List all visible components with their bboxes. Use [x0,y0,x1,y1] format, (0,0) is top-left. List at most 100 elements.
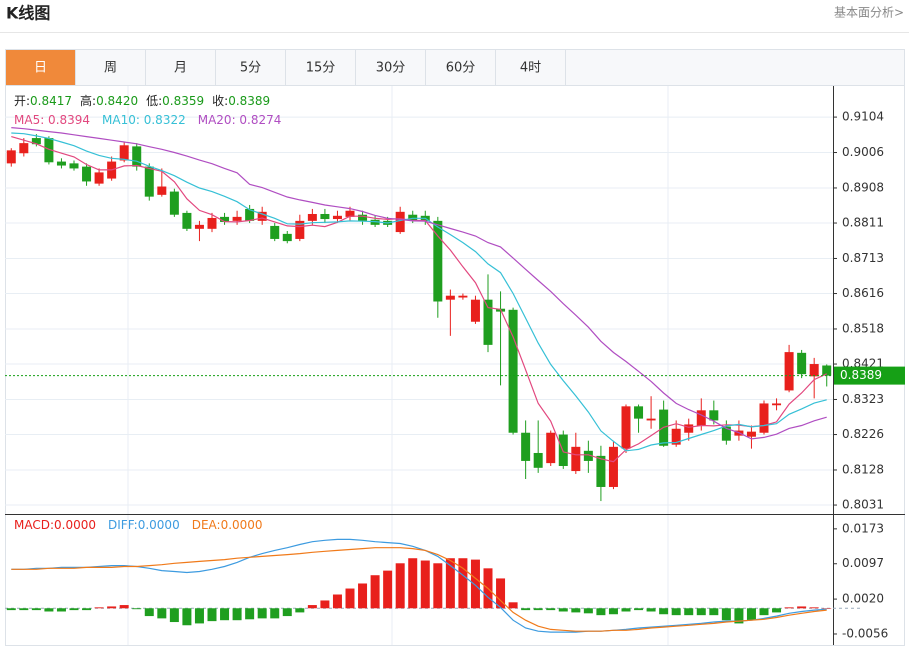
chart-frame [5,49,905,646]
macd-bar [232,608,242,621]
candle-body [94,172,104,184]
candle-body [709,410,719,421]
macd-bar [345,588,355,609]
macd-bar [157,608,167,619]
candle-body [282,233,292,242]
candle-body [232,216,242,221]
macd-bar [420,560,430,609]
tab[interactable] [145,49,216,86]
candle-body [784,352,794,391]
macd-line [11,538,827,633]
macd-bar [445,558,455,609]
candle-body [671,428,681,445]
macd-bar [696,608,706,616]
macd-bar [822,608,832,609]
y-tick-label: 0.8226 [842,427,884,441]
legend-entry: MA20: 0.8274 [198,113,282,127]
tab-label[interactable]: 30分 [376,61,406,76]
macd-bar [709,608,719,616]
candle-body [6,150,16,164]
candle-body [621,406,631,449]
macd-bar [270,608,280,619]
tab-label[interactable]: 月 [174,61,187,76]
macd-bar [220,608,230,621]
candle-body [797,352,807,375]
macd-bar [82,608,92,611]
macd-line [11,547,827,632]
macd-bar [734,608,744,624]
candle-body [433,220,443,302]
candle-body [458,295,468,298]
tab-label[interactable]: 60分 [446,61,476,76]
info-value: 0.8389 [228,94,270,108]
info-value: 0.8359 [162,94,204,108]
macd-bar [571,608,581,613]
macd-bar [6,608,16,611]
macd-bar [772,608,782,613]
tab-label[interactable]: 4时 [520,61,541,76]
candle-body [320,213,330,220]
info-value: 0.8417 [30,94,72,108]
candle-body [132,146,142,167]
analysis-link[interactable]: 基本面分析> [834,6,904,20]
macd-bar [295,608,305,613]
macd-bar [659,608,669,615]
legend-entry: MACD:0.0000 [14,518,96,532]
y-tick-label: 0.9104 [842,110,884,124]
tab[interactable] [425,49,496,86]
candle-body [634,406,644,419]
y-tick-label: 0.8713 [842,251,884,265]
tab-label[interactable]: 周 [104,61,117,76]
macd-bar [746,608,756,621]
candle-body [395,211,405,233]
macd-bar [257,608,267,619]
macd-bar [320,600,330,609]
candle-body [270,225,280,239]
macd-bar [646,608,656,612]
macd-bar [182,608,192,626]
info-label: 收: [212,94,228,108]
candle-body [470,299,480,322]
ma-line [11,127,827,440]
candle-body [220,216,230,222]
macd-bar [69,608,79,611]
candle-body [257,211,267,221]
tab-label[interactable]: 5分 [240,61,261,76]
tab-label[interactable]: 15分 [306,61,336,76]
macd-bar [470,559,480,609]
macd-bar [194,608,204,624]
candle-body [19,143,29,154]
macd-bar [759,608,769,616]
tab[interactable] [495,49,566,86]
candle-body [307,213,317,221]
macd-bar [558,608,568,612]
candle-body [44,138,54,163]
macd-bar [408,558,418,609]
candle-body [772,403,782,406]
macd-bar [383,570,393,609]
candle-body [746,431,756,437]
candle-body [822,365,832,376]
macd-bar [634,608,644,611]
candle-body [358,214,368,221]
macd-bar [31,608,41,611]
candle-body [483,299,493,345]
candle-body [596,455,606,487]
y-tick-label: 0.8616 [842,286,884,300]
tab-label[interactable]: 日 [34,61,47,76]
tab[interactable] [355,49,426,86]
macd-bar [358,583,368,609]
candle-body [571,446,581,472]
candle-body [684,424,694,433]
widget-title: K线图 [6,4,50,23]
tab[interactable] [285,49,356,86]
info-label: 低: [146,94,162,108]
macd-bar [19,608,29,611]
tab[interactable] [215,49,286,86]
candle-body [696,410,706,426]
legend-entry: MA10: 0.8322 [102,113,186,127]
macd-bar [521,608,531,611]
candle-body [295,220,305,239]
macd-bar [307,605,317,609]
candle-body [521,432,531,461]
